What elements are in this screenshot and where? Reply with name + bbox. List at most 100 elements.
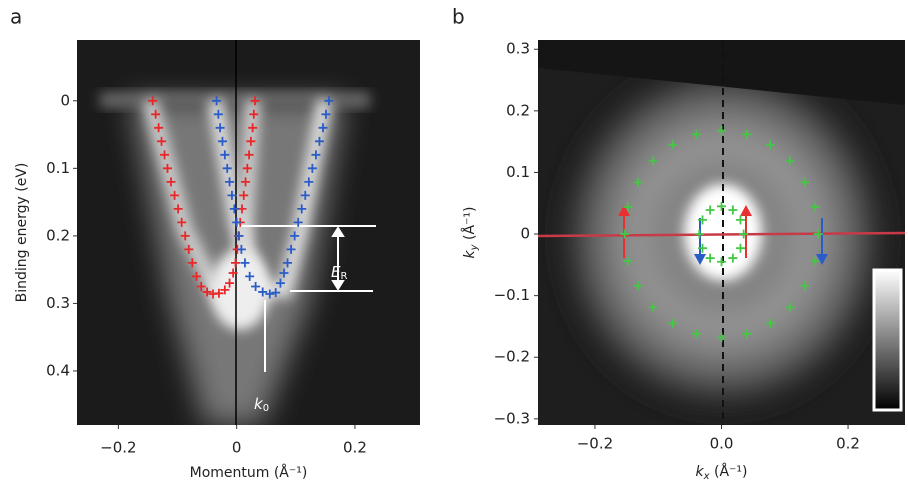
cross	[304, 177, 314, 187]
y-tick-label: 0.2	[46, 226, 70, 244]
cross	[191, 271, 201, 281]
cross	[271, 288, 281, 298]
annotation-sub: 0	[263, 403, 269, 414]
cross	[620, 229, 630, 239]
x-tick-label: 0	[232, 439, 242, 457]
y-tick-label: 0.2	[506, 101, 530, 119]
cross	[717, 333, 726, 343]
x-tick-label: 0.0	[710, 435, 734, 453]
cross	[648, 302, 658, 312]
cross	[248, 123, 258, 133]
cross	[668, 318, 678, 328]
cross	[220, 150, 230, 160]
cross	[691, 129, 701, 139]
y-tick-label: 0	[520, 225, 530, 243]
y-tick-label: 0.3	[46, 294, 70, 312]
y-tick-label: −0.2	[494, 348, 530, 366]
cross	[160, 150, 170, 160]
panel-label: a	[10, 5, 22, 29]
cross	[170, 190, 180, 200]
intensity-map	[77, 40, 420, 425]
cross	[717, 257, 726, 267]
cross	[728, 205, 738, 215]
annotation-text: k	[254, 395, 264, 413]
colorbar	[872, 268, 903, 412]
cross	[324, 96, 334, 106]
cross	[242, 163, 252, 173]
label-sub: x	[703, 471, 710, 482]
label-sub: y	[469, 243, 480, 251]
cross	[202, 287, 212, 297]
cross	[283, 258, 293, 268]
x-tick-label: −0.2	[577, 435, 613, 453]
cross	[293, 217, 303, 227]
cross	[173, 204, 183, 214]
cross	[275, 278, 285, 288]
cross	[250, 96, 260, 106]
cross	[154, 123, 164, 133]
x-axis-label: kx (Å⁻¹)	[696, 463, 748, 482]
cross	[217, 136, 227, 146]
cross	[717, 201, 726, 211]
cross	[800, 281, 810, 291]
y-tick-label: 0	[60, 91, 70, 109]
panel-label: b	[452, 5, 465, 29]
cross	[177, 217, 187, 227]
cross	[196, 282, 206, 292]
cross	[318, 123, 328, 133]
cross	[742, 329, 752, 339]
cross	[151, 109, 161, 119]
cross	[212, 96, 222, 106]
cross	[166, 177, 176, 187]
cross	[148, 96, 158, 106]
cross	[251, 282, 261, 292]
label-main: k	[462, 249, 478, 258]
cross	[300, 190, 310, 200]
y-tick-label: 0.4	[46, 361, 70, 379]
cross	[222, 163, 232, 173]
cross	[225, 177, 235, 187]
y-tick-label: −0.1	[494, 286, 530, 304]
y-tick-label: 0.1	[506, 163, 530, 181]
cross	[225, 278, 235, 288]
cross	[735, 215, 745, 225]
annotation-lines	[238, 225, 376, 372]
cross	[241, 177, 251, 187]
cross	[785, 302, 795, 312]
marks	[148, 96, 823, 343]
cross	[240, 258, 250, 268]
cross	[694, 229, 704, 239]
cross	[228, 268, 238, 278]
x-tick-label: 0.2	[836, 435, 860, 453]
cross	[184, 244, 194, 254]
cross	[237, 204, 247, 214]
cross	[227, 190, 237, 200]
cross	[180, 231, 190, 241]
cross	[244, 150, 254, 160]
cross	[307, 163, 317, 173]
cross	[717, 126, 726, 136]
x-axis-label: Momentum (Å⁻¹)	[190, 464, 308, 481]
cross	[623, 256, 633, 266]
cross	[698, 215, 708, 225]
cross	[239, 190, 249, 200]
cross	[157, 136, 167, 146]
cross	[648, 156, 658, 166]
cross	[232, 217, 242, 227]
cross	[765, 140, 775, 150]
annotation-text: E	[331, 263, 341, 281]
cross	[321, 109, 331, 119]
cross	[810, 202, 820, 212]
cross	[813, 229, 823, 239]
cross	[246, 136, 256, 146]
label-unit: (Å⁻¹)	[461, 207, 478, 245]
y-tick-label: 0.3	[506, 40, 530, 58]
cross	[728, 253, 738, 263]
cross	[290, 231, 300, 241]
y-axis-label: ky (Å⁻¹)	[461, 207, 480, 259]
annotation-sub: R	[340, 271, 347, 282]
cross	[633, 177, 643, 187]
cross	[800, 177, 810, 187]
cross	[739, 229, 749, 239]
